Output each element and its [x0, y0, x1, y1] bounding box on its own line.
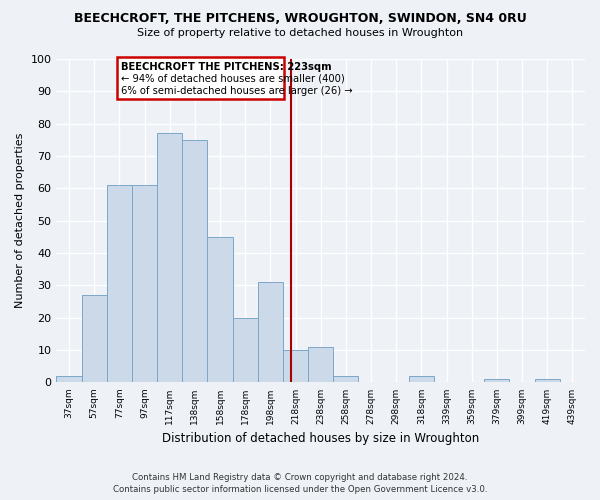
Y-axis label: Number of detached properties: Number of detached properties [15, 133, 25, 308]
Bar [182, 140, 208, 382]
Bar [117, 58, 284, 100]
Text: 6% of semi-detached houses are larger (26) →: 6% of semi-detached houses are larger (2… [121, 86, 352, 96]
Bar [132, 185, 157, 382]
Bar [258, 282, 283, 382]
X-axis label: Distribution of detached houses by size in Wroughton: Distribution of detached houses by size … [162, 432, 479, 445]
Bar [535, 379, 560, 382]
Bar [333, 376, 358, 382]
Text: ← 94% of detached houses are smaller (400): ← 94% of detached houses are smaller (40… [121, 74, 344, 84]
Text: Size of property relative to detached houses in Wroughton: Size of property relative to detached ho… [137, 28, 463, 38]
Bar [409, 376, 434, 382]
Bar [208, 237, 233, 382]
Bar [308, 347, 333, 382]
Bar [157, 134, 182, 382]
Bar [484, 379, 509, 382]
Text: BEECHCROFT, THE PITCHENS, WROUGHTON, SWINDON, SN4 0RU: BEECHCROFT, THE PITCHENS, WROUGHTON, SWI… [74, 12, 526, 26]
Text: Contains HM Land Registry data © Crown copyright and database right 2024.
Contai: Contains HM Land Registry data © Crown c… [113, 472, 487, 494]
Text: BEECHCROFT THE PITCHENS: 223sqm: BEECHCROFT THE PITCHENS: 223sqm [121, 62, 331, 72]
Bar [283, 350, 308, 382]
Bar [56, 376, 82, 382]
Bar [82, 295, 107, 382]
Bar [233, 318, 258, 382]
Bar [107, 185, 132, 382]
